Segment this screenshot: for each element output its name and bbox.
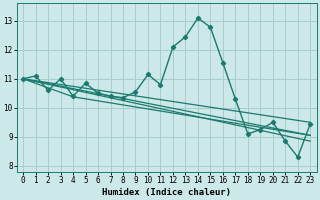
X-axis label: Humidex (Indice chaleur): Humidex (Indice chaleur) xyxy=(102,188,231,197)
